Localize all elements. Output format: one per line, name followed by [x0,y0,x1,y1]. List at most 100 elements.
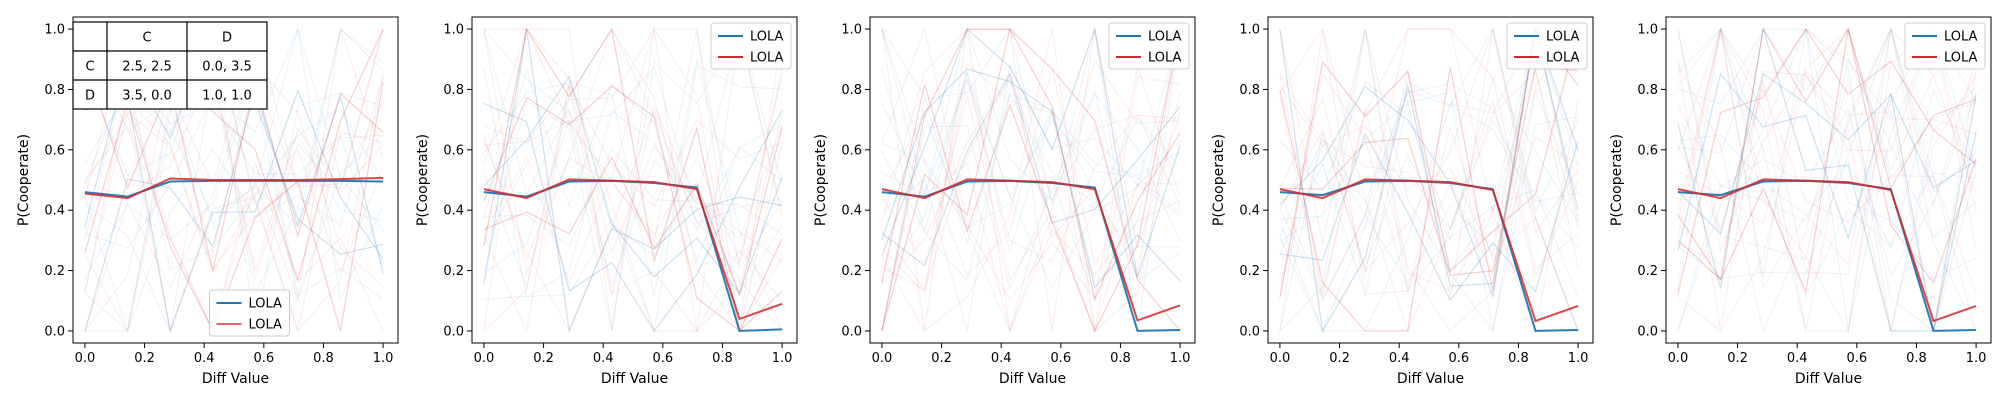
background-trajectory-line [84,77,384,271]
background-trajectory-line [1677,27,1977,331]
x-axis-label: Diff Value [1397,371,1464,387]
legend: LOLA LOLA [710,22,792,70]
y-axis-label: P(Cooperate) [16,134,32,226]
background-trajectory-line [84,27,384,333]
background-trajectory-line [881,58,1181,282]
background-trajectory-line [1677,28,1977,295]
background-trajectory-line [1279,72,1579,297]
x-tick-label: 0.6 [1448,351,1469,366]
y-tick-label: 0.8 [1637,83,1658,98]
background-trajectory-line [1279,27,1579,333]
background-trajectory-line [1677,27,1977,152]
series-line-red [1677,178,1977,323]
background-trajectory-line [1677,28,1977,332]
background-trajectory-line [1677,28,1977,280]
background-trajectory-line [1279,26,1579,272]
y-tick-label: 1.0 [841,23,862,38]
chart-panel-5: 0.0 0.2 0.4 0.6 0.8 1.0 0.0 0.2 0.4 0.6 0.8 1.0 Diff… [1609,16,1992,387]
background-trajectory-line [881,26,1181,242]
background-trajectory-line [881,28,1181,332]
background-trajectory-line [1677,86,1977,294]
background-trajectory-line [483,102,783,332]
y-tick-label: 0.6 [443,143,464,158]
background-trajectory-line [483,67,783,299]
background-trajectory-line [1677,28,1977,332]
background-trajectory-line [881,78,1181,294]
x-tick-label: 0.0 [1668,351,1689,366]
background-trajectory-line [483,27,783,290]
background-trajectory-line [881,63,1181,332]
background-trajectory-line [483,28,783,271]
axes-frame [1267,16,1594,344]
background-trajectory-line [881,162,1181,333]
x-axis-label: Diff Value [999,371,1066,387]
y-tick-label: 0.0 [1239,324,1260,339]
x-tick-label: 0.0 [1270,351,1291,366]
background-trajectory-line [84,74,384,334]
axes-frame [72,16,399,344]
background-trajectory-line [1279,75,1579,279]
background-trajectory-line [881,27,1181,332]
x-tick-label: 0.8 [1906,351,1927,366]
legend-label: LOLA [1148,51,1182,66]
x-tick-label: 0.0 [474,351,495,366]
background-trajectory-line [881,28,1181,333]
legend-label: LOLA [1546,51,1580,66]
background-trajectory-line [1279,27,1579,332]
background-trajectory-line [1677,93,1977,278]
background-trajectory-line [1677,27,1977,332]
background-trajectory-line [1279,28,1579,298]
background-trajectory-line [84,67,384,333]
background-trajectory-line [1279,28,1579,334]
background-trajectory-line [1677,28,1977,299]
payoff-table: C DC 2.5, 2.5 0.0, 3.5D 3.5, 0.0 1.0, 1.0 [72,21,268,110]
background-trajectory-line [84,28,384,333]
y-tick-label: 0.0 [1637,324,1658,339]
table-cell: 3.5, 0.0 [122,89,172,104]
background-trajectory-line [84,28,384,301]
x-tick-label: 0.8 [1508,351,1529,366]
legend: LOLA LOLA [1904,22,1986,70]
background-trajectories [483,26,783,334]
y-axis-label: P(Cooperate) [1211,134,1227,226]
background-trajectory-line [881,89,1181,332]
background-trajectory-line [483,69,783,333]
background-trajectory-line [1677,88,1977,250]
background-trajectory-line [84,28,384,333]
background-trajectory-line [84,111,384,291]
table-cell: D [85,89,95,104]
y-tick-label: 0.0 [443,324,464,339]
background-trajectory-line [1677,27,1977,285]
background-trajectory-line [1677,72,1977,235]
background-trajectory-line [1677,27,1977,332]
background-trajectory-line [1279,81,1579,284]
y-tick-label: 0.8 [841,83,862,98]
background-trajectory-line [881,70,1181,234]
legend: LOLA LOLA [209,289,290,337]
x-tick-label: 0.8 [313,351,334,366]
background-trajectory-line [1279,28,1579,333]
background-trajectory-line [881,26,1181,301]
background-trajectory-line [84,87,384,332]
background-trajectory-line [1279,28,1579,298]
x-axis-label: Diff Value [1795,371,1862,387]
background-trajectory-line [483,125,783,248]
background-trajectory-line [483,63,783,334]
background-trajectory-line [1279,28,1579,291]
x-tick-label: 0.8 [1110,351,1131,366]
y-tick-label: 0.4 [443,204,464,219]
background-trajectory-line [483,66,783,332]
y-tick-label: 0.4 [841,204,862,219]
background-trajectory-line [881,62,1181,332]
table-cell: C [85,60,94,75]
background-trajectory-line [483,27,783,332]
x-tick-label: 0.4 [1389,351,1410,366]
background-trajectory-line [1279,80,1579,248]
background-trajectory-line [1677,27,1977,181]
background-trajectory-line [881,26,1181,278]
background-trajectory-line [84,81,384,333]
axes-frame [471,16,798,344]
legend: LOLA LOLA [1506,22,1588,70]
y-tick-label: 1.0 [443,23,464,38]
